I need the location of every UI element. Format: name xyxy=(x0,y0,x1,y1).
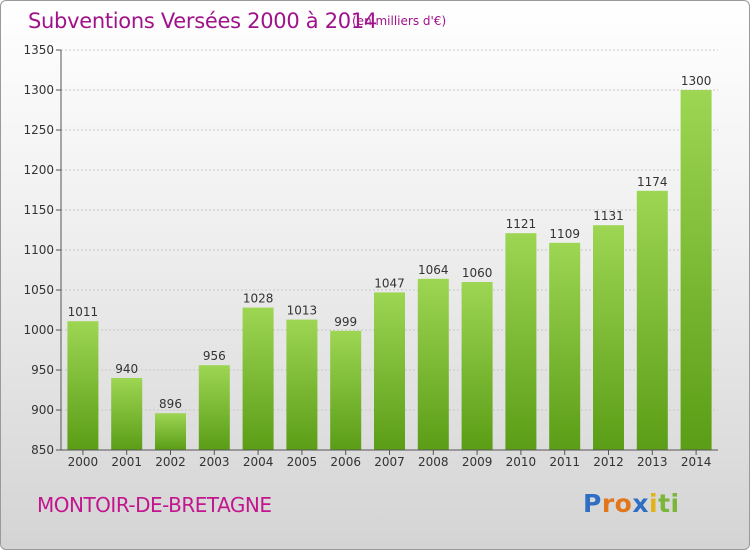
bar-2001 xyxy=(111,378,143,450)
x-tick-label-2009: 2009 xyxy=(462,455,493,469)
y-tick-label: 1150 xyxy=(23,203,54,217)
bar-2003 xyxy=(198,365,230,450)
data-label-2013: 1174 xyxy=(637,175,668,189)
bar-2002 xyxy=(155,413,186,450)
y-tick-label: 1200 xyxy=(23,163,54,177)
y-tick-label: 1000 xyxy=(23,323,54,337)
y-tick-label: 1300 xyxy=(23,83,54,97)
y-tick-label: 1100 xyxy=(23,243,54,257)
logo-letter: i xyxy=(670,489,680,518)
y-tick-label: 900 xyxy=(31,403,54,417)
logo-letter: o xyxy=(614,489,633,518)
y-tick-label: 1350 xyxy=(23,43,54,57)
bar-2000 xyxy=(67,321,99,450)
proxiti-logo: Proxiti xyxy=(583,489,680,518)
chart-title: Subventions Versées 2000 à 2014 xyxy=(28,9,377,33)
x-tick-label-2005: 2005 xyxy=(287,455,318,469)
x-tick-label-2014: 2014 xyxy=(681,455,712,469)
bar-2008 xyxy=(417,278,449,450)
x-tick-label-2013: 2013 xyxy=(637,455,668,469)
chart-subtitle: (en milliers d'€) xyxy=(352,14,447,28)
data-label-2008: 1064 xyxy=(418,263,449,277)
logo-letter: t xyxy=(658,489,671,518)
bar-2006 xyxy=(330,330,362,450)
bar-2014 xyxy=(680,90,712,450)
y-tick-label: 1050 xyxy=(23,283,54,297)
data-label-2010: 1121 xyxy=(506,217,537,231)
x-tick-label-2007: 2007 xyxy=(374,455,405,469)
data-label-2012: 1131 xyxy=(593,209,624,223)
x-tick-label-2006: 2006 xyxy=(330,455,361,469)
logo-letter: x xyxy=(632,489,649,518)
bar-2009 xyxy=(461,282,493,450)
x-tick-label-2010: 2010 xyxy=(506,455,537,469)
x-tick-label-2000: 2000 xyxy=(68,455,99,469)
data-label-2005: 1013 xyxy=(287,304,318,318)
x-tick-label-2001: 2001 xyxy=(111,455,142,469)
bar-2007 xyxy=(374,292,405,450)
bars xyxy=(67,90,712,451)
logo-letter: r xyxy=(601,489,615,518)
bar-2011 xyxy=(549,242,581,450)
data-label-2002: 896 xyxy=(159,397,182,411)
x-tick-label-2011: 2011 xyxy=(549,455,580,469)
data-label-2011: 1109 xyxy=(549,227,580,241)
bar-2012 xyxy=(593,225,624,450)
labels: 850 900 950 1000 1050 1100 1150 1200 1250 1300 135… xyxy=(23,43,711,469)
bar-2004 xyxy=(242,307,274,450)
data-label-2003: 956 xyxy=(203,349,226,363)
logo-letter: P xyxy=(583,489,602,518)
y-tick-label: 850 xyxy=(31,443,54,457)
data-label-2001: 940 xyxy=(115,362,138,376)
x-tick-label-2012: 2012 xyxy=(593,455,624,469)
bar-2010 xyxy=(505,233,537,450)
data-label-2007: 1047 xyxy=(374,276,405,290)
logo-letter: i xyxy=(649,489,659,518)
x-tick-label-2002: 2002 xyxy=(155,455,186,469)
bar-2005 xyxy=(286,319,318,450)
axes xyxy=(56,49,718,455)
data-label-2000: 1011 xyxy=(68,305,99,319)
x-tick-label-2008: 2008 xyxy=(418,455,449,469)
x-tick-label-2004: 2004 xyxy=(243,455,274,469)
data-label-2004: 1028 xyxy=(243,292,274,306)
y-tick-label: 950 xyxy=(31,363,54,377)
bar-2013 xyxy=(636,190,668,451)
y-tick-label: 1250 xyxy=(23,123,54,137)
data-label-2009: 1060 xyxy=(462,266,493,280)
data-label-2014: 1300 xyxy=(681,74,712,88)
x-tick-label-2003: 2003 xyxy=(199,455,230,469)
data-label-2006: 999 xyxy=(334,315,357,329)
commune-name: MONTOIR-DE-BRETAGNE xyxy=(37,493,272,517)
